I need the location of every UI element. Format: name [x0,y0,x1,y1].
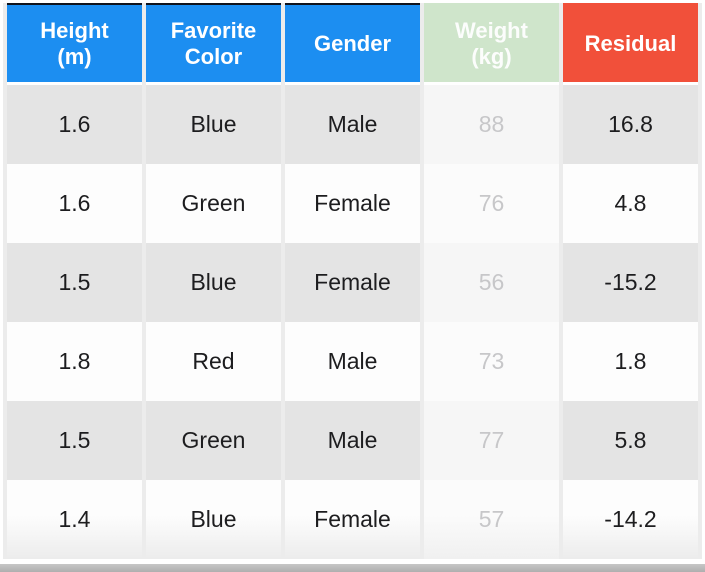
header-weight: Weight (kg) [424,3,559,85]
cell-weight: 56 [424,243,559,322]
header-height-line1: Height [40,17,109,43]
header-favorite-color-line2: Color [184,43,243,69]
cell-favorite-color: Green [146,401,281,480]
header-gender: Gender [285,3,420,85]
cell-gender: Male [285,85,420,164]
header-weight-line1: Weight [455,17,528,43]
cell-height: 1.6 [7,164,142,243]
data-table: Height (m) Favorite Color Gender Weight … [3,3,702,559]
header-row: Height (m) Favorite Color Gender Weight … [7,3,698,85]
cell-favorite-color: Green [146,164,281,243]
header-height-line2: (m) [57,43,92,69]
table-row: 1.8 Red Male 73 1.8 [7,322,698,401]
table-row: 1.5 Green Male 77 5.8 [7,401,698,480]
cell-weight: 73 [424,322,559,401]
cell-gender: Female [285,243,420,322]
cell-gender: Male [285,322,420,401]
table-row: 1.4 Blue Female 57 -14.2 [7,480,698,559]
cell-residual: 5.8 [563,401,698,480]
table-row: 1.5 Blue Female 56 -15.2 [7,243,698,322]
cell-height: 1.8 [7,322,142,401]
table-body: 1.6 Blue Male 88 16.8 1.6 Green Female 7… [7,85,698,559]
cell-height: 1.5 [7,401,142,480]
screenshot-bottom-edge [0,564,705,572]
cell-height: 1.5 [7,243,142,322]
cell-weight: 76 [424,164,559,243]
table-header: Height (m) Favorite Color Gender Weight … [7,3,698,85]
header-favorite-color: Favorite Color [146,3,281,85]
cell-favorite-color: Blue [146,480,281,559]
cell-residual: -15.2 [563,243,698,322]
cell-residual: -14.2 [563,480,698,559]
cell-weight: 77 [424,401,559,480]
table-row: 1.6 Blue Male 88 16.8 [7,85,698,164]
cell-favorite-color: Red [146,322,281,401]
header-residual-line1: Residual [584,30,677,56]
cell-residual: 4.8 [563,164,698,243]
header-weight-line2: (kg) [471,43,512,69]
table-row: 1.6 Green Female 76 4.8 [7,164,698,243]
cell-height: 1.6 [7,85,142,164]
cell-residual: 16.8 [563,85,698,164]
cell-favorite-color: Blue [146,85,281,164]
cell-height: 1.4 [7,480,142,559]
cell-favorite-color: Blue [146,243,281,322]
cell-weight: 57 [424,480,559,559]
cell-residual: 1.8 [563,322,698,401]
header-favorite-color-line1: Favorite [170,17,257,43]
cell-gender: Male [285,401,420,480]
cell-weight: 88 [424,85,559,164]
header-gender-line1: Gender [313,30,392,56]
header-height: Height (m) [7,3,142,85]
header-residual: Residual [563,3,698,85]
cell-gender: Female [285,164,420,243]
cell-gender: Female [285,480,420,559]
